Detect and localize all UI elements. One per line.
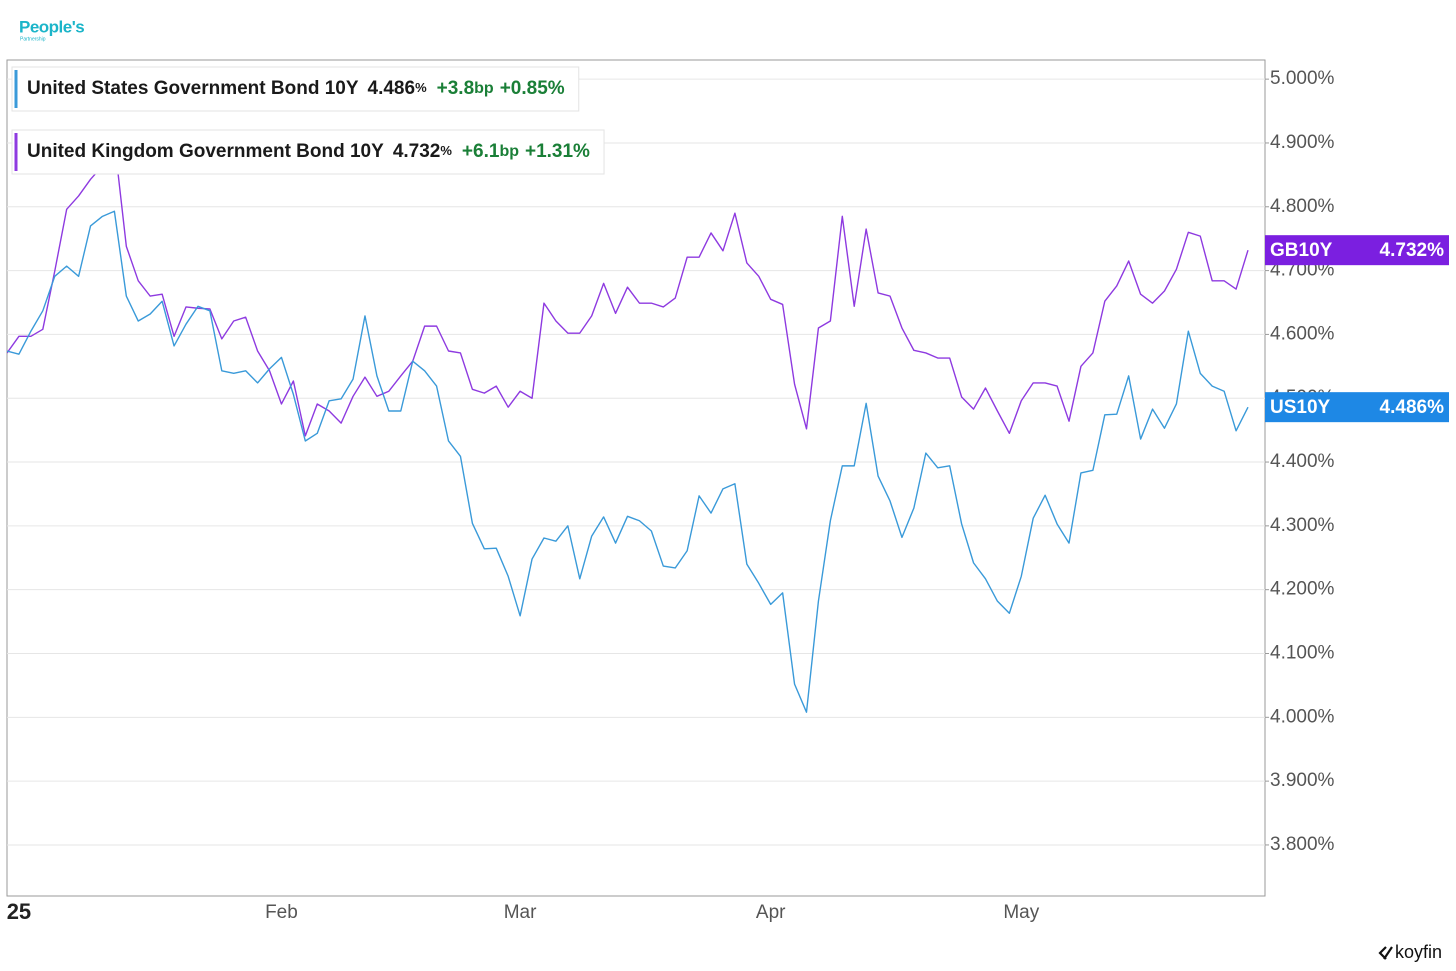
legend-change: +3.8 — [437, 78, 475, 99]
legend-name: United States Government Bond 10Y — [27, 78, 359, 99]
y-tick-label: 4.600% — [1270, 323, 1335, 344]
legend-change-unit: bp — [474, 80, 494, 97]
plot-frame — [6, 59, 1266, 897]
badge-ticker: US10Y — [1270, 397, 1331, 418]
logo-subtext: Partnership — [20, 36, 46, 42]
x-tick-label: May — [1003, 902, 1039, 923]
badges: US10Y 4.486% GB10Y 4.732% — [1265, 235, 1449, 423]
x-tick-label: Mar — [504, 902, 537, 923]
y-tick-label: 4.200% — [1270, 579, 1335, 600]
y-tick-label: 5.000% — [1270, 68, 1335, 89]
badge-value: 4.486% — [1380, 397, 1445, 418]
legend-value: 4.486 — [368, 78, 416, 99]
brand-text: koyfin — [1395, 942, 1442, 962]
badge-ticker: GB10Y — [1270, 240, 1333, 261]
legend-entry: United States Government Bond 10Y 4.486% +… — [11, 66, 580, 112]
legend-entry: United Kingdom Government Bond 10Y 4.732%… — [11, 129, 605, 175]
y-tick-label: 4.300% — [1270, 515, 1335, 536]
legend-unit: % — [440, 143, 452, 158]
y-tick-label: 4.900% — [1270, 132, 1335, 153]
y-tick-label: 3.800% — [1270, 834, 1335, 855]
series-line — [7, 140, 1249, 437]
legend-text: United States Government Bond 10Y 4.486% +… — [27, 78, 565, 99]
logo-text: People's — [19, 17, 84, 36]
legend-box — [11, 66, 580, 112]
legend-text: United Kingdom Government Bond 10Y 4.732%… — [27, 141, 590, 162]
legend-change-unit: bp — [499, 143, 519, 160]
y-tick-label: 4.800% — [1270, 196, 1335, 217]
legend-change: +6.1 — [462, 141, 500, 162]
legend-name: United Kingdom Government Bond 10Y — [27, 141, 384, 162]
legend: United States Government Bond 10Y 4.486% +… — [11, 66, 605, 175]
x-tick-label: Apr — [756, 902, 786, 923]
y-tick-label: 4.000% — [1270, 706, 1335, 727]
last-value-badge — [1265, 235, 1449, 266]
legend-box — [11, 129, 605, 175]
legend-change-pct: +1.31% — [525, 141, 590, 162]
x-tick-label: 25 — [7, 899, 31, 924]
axes: 3.800% 3.900% 4.000% 4.100% 4.200% 4.300% 4.40… — [7, 68, 1335, 924]
legend-change-pct: +0.85% — [500, 78, 565, 99]
brand-icon — [1378, 946, 1393, 960]
legend-unit: % — [415, 80, 427, 95]
last-value-badge — [1265, 392, 1449, 423]
grid — [7, 78, 1265, 846]
logo: People's Partnership — [19, 17, 85, 42]
y-tick-label: 4.400% — [1270, 451, 1335, 472]
brand: koyfin — [1378, 942, 1442, 962]
series-line — [7, 210, 1249, 713]
badge-value: 4.732% — [1380, 240, 1445, 261]
y-tick-label: 4.100% — [1270, 643, 1335, 664]
x-tick-label: Feb — [265, 902, 298, 923]
lines — [7, 140, 1249, 713]
y-tick-label: 3.900% — [1270, 770, 1335, 791]
legend-value: 4.732 — [393, 141, 441, 162]
